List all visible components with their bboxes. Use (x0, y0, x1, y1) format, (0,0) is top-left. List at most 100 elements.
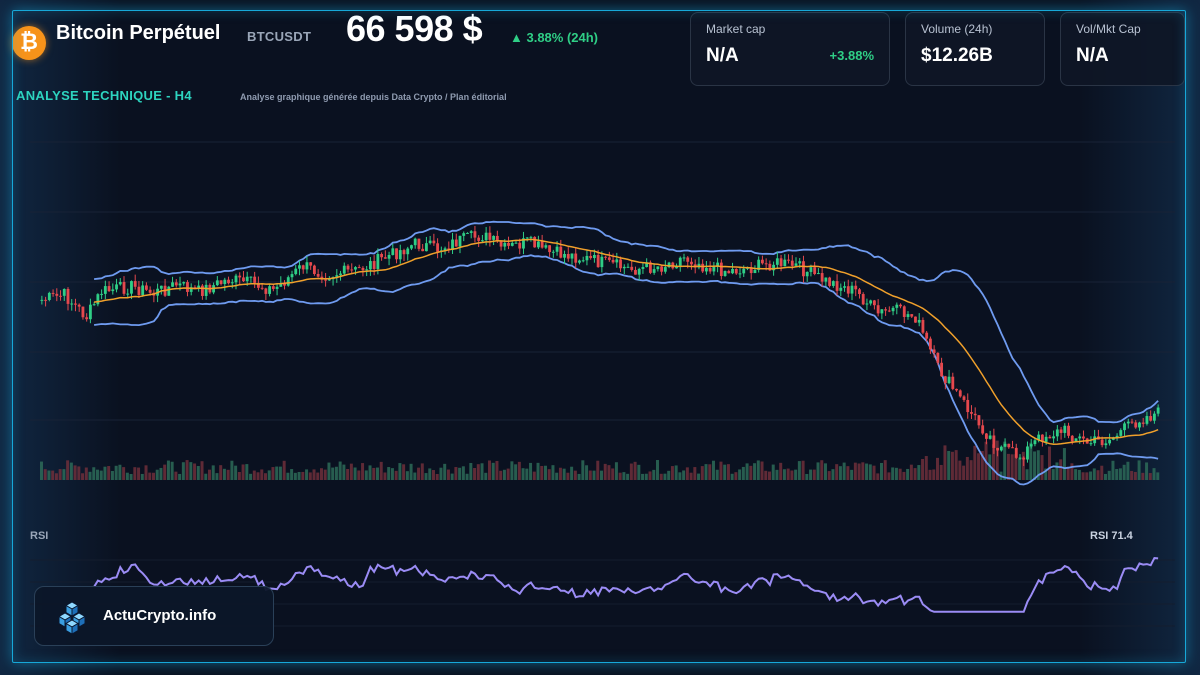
candle (712, 266, 716, 272)
volume-bar (749, 465, 753, 480)
volume-bar (674, 465, 678, 480)
volume-bar (398, 463, 402, 480)
candle (230, 282, 234, 284)
candle (887, 310, 891, 312)
volume-bar (917, 465, 921, 480)
volume-bar (782, 469, 786, 480)
candle (869, 300, 873, 304)
candle (413, 238, 417, 246)
candle (178, 283, 182, 286)
volume-bar (779, 462, 783, 480)
volume-bar (159, 467, 163, 480)
candle (47, 292, 51, 301)
volume-bar (334, 466, 338, 480)
candle (992, 435, 996, 448)
volume-bar (887, 472, 891, 480)
candle (219, 280, 223, 285)
vol-mkt-cap-card: Vol/Mkt Cap N/A (1060, 12, 1185, 86)
volume-bar (1104, 473, 1107, 480)
volume-bar (178, 473, 182, 480)
candle (484, 232, 488, 241)
candle (630, 266, 634, 270)
volume-bar (118, 464, 122, 480)
candle (74, 303, 77, 305)
volume-bar (600, 470, 603, 480)
candle (1070, 435, 1074, 442)
candle (477, 237, 481, 241)
candle (66, 288, 70, 304)
candle (290, 274, 294, 278)
brand-badge[interactable]: ActuCrypto.info (34, 586, 274, 646)
volume-bar (133, 467, 137, 480)
candle (884, 309, 888, 311)
volume-bar (357, 470, 361, 480)
volume-bar (536, 462, 540, 480)
volume-bar (1115, 469, 1119, 480)
volume-bar (745, 463, 749, 480)
candle (775, 258, 779, 265)
candle (62, 288, 66, 296)
candle (197, 285, 201, 289)
candle (529, 236, 533, 238)
volume-bar (1040, 455, 1044, 480)
volume-bar (402, 464, 406, 480)
volume-bar (107, 466, 111, 480)
candle (1156, 407, 1160, 414)
volume-bar (652, 469, 656, 480)
candle (626, 266, 630, 268)
candle (895, 304, 899, 308)
volume-bar (768, 471, 771, 480)
candle (451, 239, 454, 250)
volume-bar (465, 473, 469, 480)
volume-bar (499, 470, 503, 480)
candle (1037, 434, 1041, 441)
volume-bar (838, 466, 842, 480)
volume-bar (514, 464, 518, 480)
candle (648, 262, 652, 273)
candle (1022, 457, 1026, 460)
volume-bar (1070, 463, 1074, 480)
volume-bar (685, 467, 689, 480)
candle (1059, 429, 1063, 433)
volume-bar (588, 470, 592, 480)
volume-bar (995, 440, 999, 480)
volume-bar (99, 470, 103, 480)
candle (298, 265, 301, 269)
volume-bar (603, 463, 607, 480)
volume-bar (876, 473, 880, 480)
candle (753, 269, 757, 274)
volume-bar (738, 469, 742, 480)
candle (880, 309, 884, 314)
candle (324, 279, 328, 281)
candle (1055, 429, 1059, 437)
volume-bar (62, 469, 66, 480)
market-cap-card: Market cap N/A +3.88% (690, 12, 890, 86)
candle (167, 286, 171, 296)
candle (260, 287, 264, 289)
market-cap-value: N/A (706, 45, 739, 66)
candle (536, 241, 540, 248)
volume-bar (379, 461, 383, 480)
candle (410, 245, 413, 249)
candle (820, 273, 824, 282)
candle (690, 261, 693, 265)
candle (342, 265, 346, 274)
candle (249, 276, 253, 278)
candle (253, 276, 257, 283)
candle (44, 299, 48, 301)
volume-bar (58, 469, 62, 480)
candle (466, 232, 469, 234)
candle (563, 253, 566, 258)
candle (891, 307, 895, 312)
volume-bar (1107, 470, 1111, 480)
volume-bar (170, 461, 174, 480)
candle (794, 263, 798, 266)
candle (130, 281, 133, 294)
volume-bar (753, 463, 757, 480)
volume-bar (1014, 454, 1018, 480)
candle (663, 267, 667, 272)
volume-bar (473, 467, 477, 480)
volume-bar (965, 456, 969, 480)
candle (574, 253, 578, 263)
